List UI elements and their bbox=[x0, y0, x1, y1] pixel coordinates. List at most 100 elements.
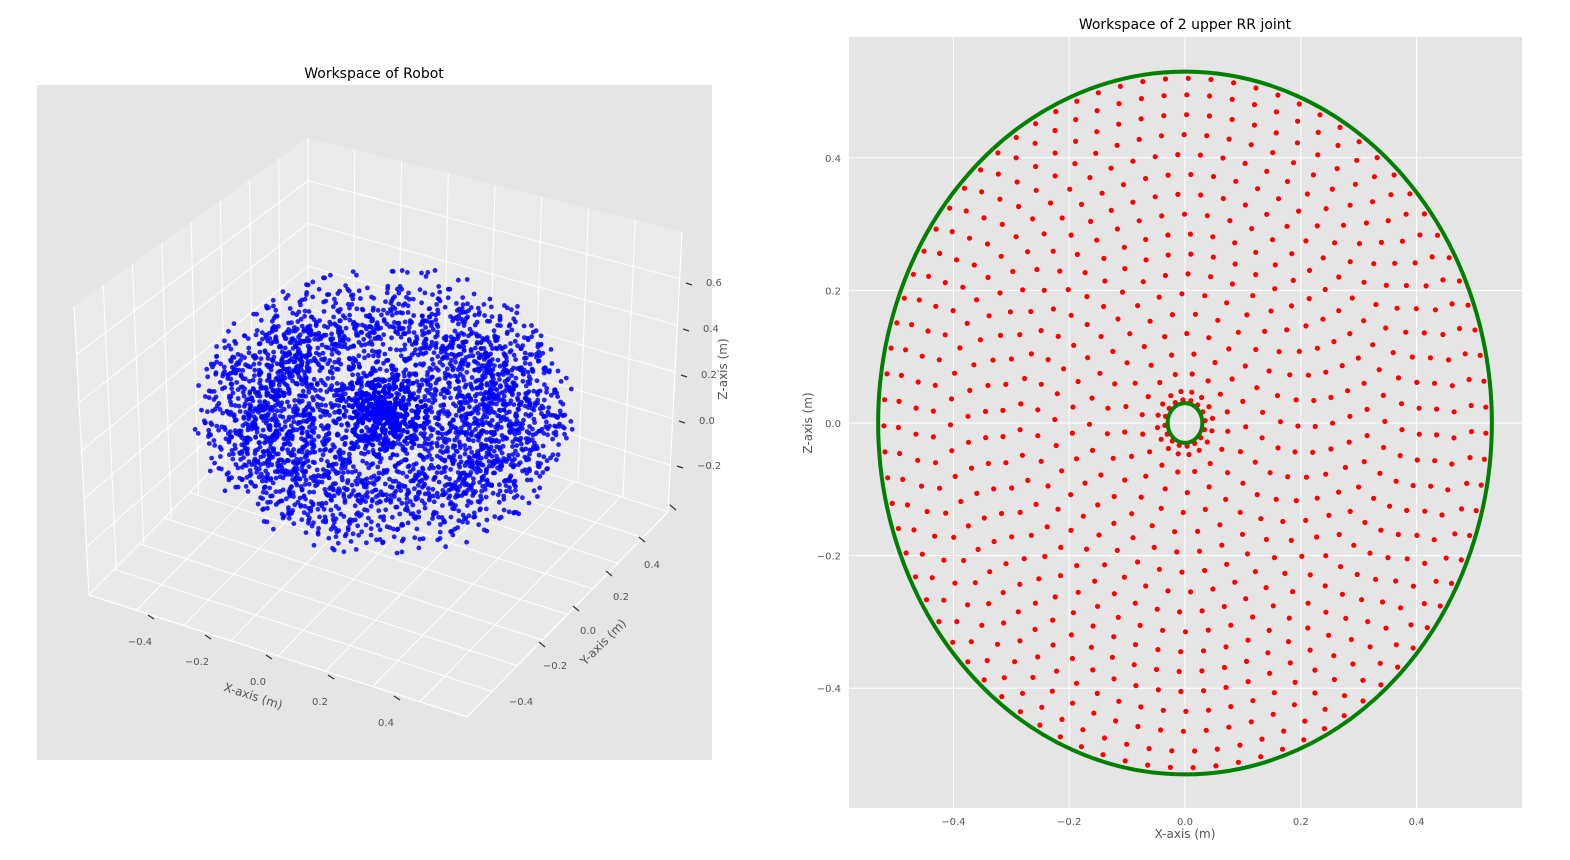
data-point bbox=[1424, 625, 1430, 631]
data-point bbox=[212, 460, 218, 466]
data-point bbox=[454, 449, 460, 454]
data-point bbox=[330, 466, 336, 472]
data-point bbox=[332, 296, 337, 302]
data-point bbox=[381, 423, 386, 428]
data-point bbox=[1050, 617, 1056, 623]
data-point bbox=[376, 349, 382, 354]
data-point bbox=[378, 401, 384, 407]
data-point bbox=[1483, 404, 1489, 410]
data-point bbox=[518, 346, 524, 351]
data-point bbox=[377, 459, 383, 465]
data-point bbox=[322, 382, 328, 388]
data-point bbox=[952, 473, 958, 479]
data-point bbox=[264, 490, 269, 496]
data-point bbox=[357, 471, 362, 477]
data-point bbox=[526, 500, 532, 506]
data-point bbox=[1329, 186, 1335, 192]
data-point bbox=[1154, 606, 1160, 612]
data-point bbox=[1341, 693, 1348, 699]
data-point bbox=[430, 327, 436, 332]
data-point bbox=[442, 304, 448, 310]
data-point bbox=[282, 375, 288, 381]
data-point bbox=[1094, 603, 1101, 609]
data-point bbox=[537, 485, 543, 491]
data-point bbox=[466, 333, 471, 339]
data-point bbox=[375, 406, 381, 412]
data-point bbox=[1160, 401, 1166, 407]
data-point bbox=[390, 514, 395, 520]
data-point bbox=[439, 431, 445, 437]
data-point bbox=[282, 472, 288, 478]
data-point bbox=[376, 390, 382, 396]
data-point bbox=[321, 441, 327, 447]
data-point bbox=[369, 480, 375, 486]
data-point bbox=[514, 413, 520, 419]
data-point bbox=[384, 467, 390, 473]
data-point bbox=[350, 372, 355, 378]
data-point bbox=[558, 399, 563, 405]
data-point bbox=[1213, 763, 1219, 769]
data-point bbox=[232, 442, 238, 448]
data-point bbox=[1473, 508, 1479, 514]
data-point bbox=[1365, 619, 1371, 625]
data-point bbox=[1367, 550, 1373, 556]
data-point bbox=[415, 408, 421, 414]
data-point bbox=[241, 393, 247, 399]
data-point bbox=[369, 348, 375, 354]
data-point bbox=[397, 434, 403, 440]
data-point bbox=[1253, 272, 1259, 278]
data-point bbox=[222, 345, 228, 350]
data-point bbox=[372, 419, 378, 424]
data-point bbox=[208, 420, 214, 426]
data-point bbox=[569, 426, 575, 432]
data-point bbox=[1122, 758, 1128, 764]
data-point bbox=[1149, 523, 1155, 529]
data-point bbox=[1099, 190, 1105, 196]
data-point bbox=[1449, 301, 1455, 307]
data-point bbox=[1348, 636, 1354, 643]
data-point bbox=[1183, 708, 1189, 715]
data-point bbox=[321, 275, 326, 281]
data-point bbox=[350, 386, 355, 392]
data-point bbox=[266, 372, 272, 378]
data-point bbox=[1095, 502, 1101, 508]
data-point bbox=[479, 346, 484, 351]
data-point bbox=[1451, 409, 1457, 415]
data-point bbox=[335, 367, 341, 372]
data-point bbox=[1112, 381, 1118, 387]
data-point bbox=[399, 538, 405, 544]
data-point bbox=[1395, 375, 1402, 381]
data-point bbox=[297, 299, 303, 305]
data-point bbox=[478, 506, 483, 512]
data-point bbox=[453, 412, 459, 418]
data-point bbox=[1189, 389, 1195, 395]
data-point bbox=[393, 367, 399, 373]
data-point bbox=[1413, 306, 1419, 312]
data-point bbox=[322, 447, 327, 453]
data-point bbox=[504, 358, 509, 364]
data-point bbox=[1290, 589, 1296, 595]
data-point bbox=[1000, 407, 1006, 413]
data-point bbox=[408, 511, 414, 517]
data-point bbox=[332, 420, 338, 425]
data-point bbox=[434, 302, 439, 307]
data-point bbox=[1159, 462, 1165, 468]
data-point bbox=[1337, 564, 1344, 570]
data-point bbox=[1206, 335, 1212, 341]
data-point bbox=[396, 461, 402, 466]
data-point bbox=[525, 337, 531, 343]
data-point bbox=[978, 167, 984, 173]
data-point bbox=[1390, 350, 1396, 356]
data-point bbox=[1205, 707, 1212, 713]
data-point bbox=[1428, 483, 1434, 489]
data-point bbox=[429, 445, 434, 451]
data-point bbox=[1114, 226, 1120, 232]
data-point bbox=[427, 452, 432, 458]
data-point bbox=[307, 450, 313, 456]
data-point bbox=[462, 516, 467, 521]
data-point bbox=[480, 373, 485, 379]
data-point bbox=[1119, 289, 1126, 295]
data-point bbox=[261, 449, 267, 455]
data-point bbox=[1387, 503, 1393, 509]
data-point bbox=[1249, 226, 1255, 232]
